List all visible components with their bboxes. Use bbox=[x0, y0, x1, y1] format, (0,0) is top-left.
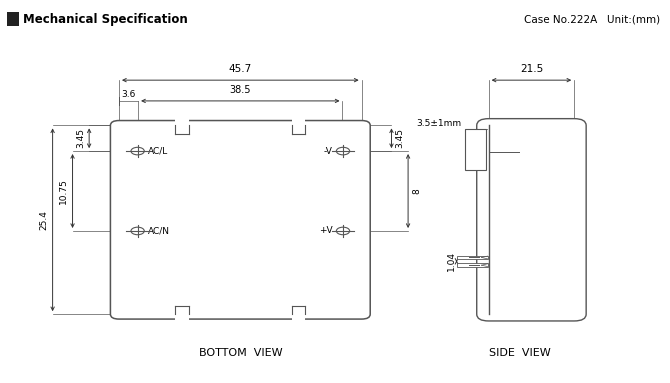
Text: 8: 8 bbox=[412, 188, 421, 194]
Text: 3.6: 3.6 bbox=[122, 90, 136, 100]
Bar bbox=[488, 126, 503, 314]
Text: 1.04: 1.04 bbox=[447, 251, 456, 271]
Bar bbox=[292, 306, 306, 321]
Text: 45.7: 45.7 bbox=[228, 64, 252, 74]
Text: 10.75: 10.75 bbox=[60, 178, 68, 204]
Bar bbox=[457, 264, 488, 267]
Text: Mechanical Specification: Mechanical Specification bbox=[23, 13, 188, 26]
Bar bbox=[176, 306, 189, 321]
Text: 21.5: 21.5 bbox=[520, 64, 543, 74]
Text: 25.4: 25.4 bbox=[40, 210, 48, 230]
FancyBboxPatch shape bbox=[111, 121, 371, 319]
Bar bbox=[176, 119, 189, 134]
Text: +V: +V bbox=[319, 226, 332, 236]
Text: 3.45: 3.45 bbox=[76, 128, 86, 148]
Text: AC/N: AC/N bbox=[148, 226, 170, 236]
Bar bbox=[292, 119, 306, 134]
Text: -V: -V bbox=[324, 147, 332, 155]
Text: AC/L: AC/L bbox=[148, 147, 169, 155]
Text: SIDE  VIEW: SIDE VIEW bbox=[488, 348, 550, 358]
Bar bbox=[457, 256, 488, 259]
Text: 38.5: 38.5 bbox=[230, 85, 251, 95]
Bar bbox=[7, 12, 19, 26]
FancyBboxPatch shape bbox=[477, 119, 586, 321]
Text: 3.5±1mm: 3.5±1mm bbox=[416, 119, 461, 128]
Text: Case No.222A   Unit:(mm): Case No.222A Unit:(mm) bbox=[525, 14, 661, 24]
Text: BOTTOM  VIEW: BOTTOM VIEW bbox=[198, 348, 282, 358]
Text: 3.45: 3.45 bbox=[395, 128, 405, 148]
Bar bbox=[464, 129, 486, 170]
